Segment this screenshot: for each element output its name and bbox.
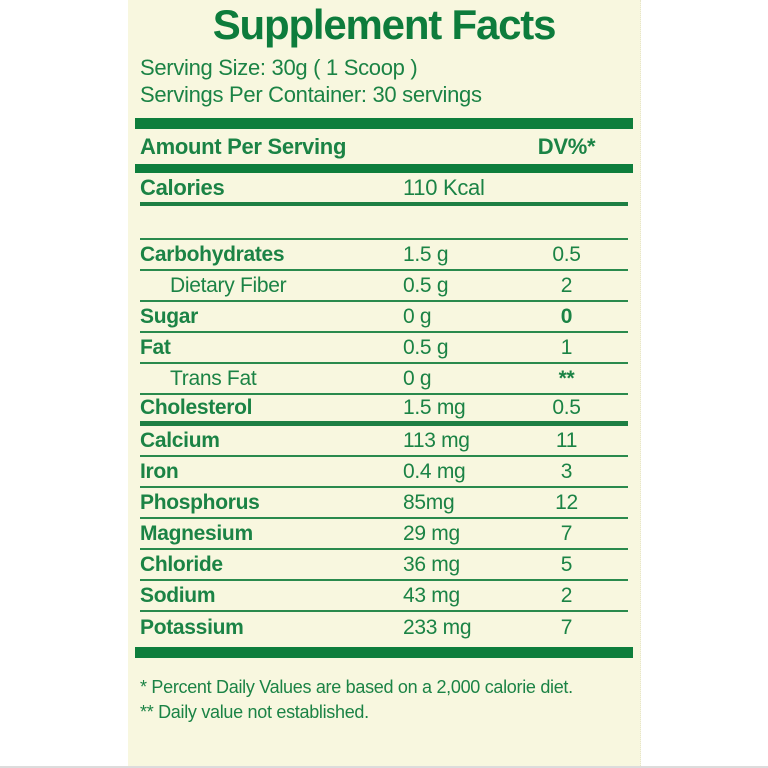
nutrient-amount: 43 mg <box>403 583 460 607</box>
serving-size: Serving Size: 30g ( 1 Scoop ) <box>140 55 418 81</box>
nutrient-row: Fat 0.5 g 1 <box>140 333 628 365</box>
label-title: Supplement Facts <box>212 1 557 48</box>
nutrient-dv: 0 <box>560 304 573 328</box>
nutrient-row: Iron 0.4 mg 3 <box>140 457 628 489</box>
nutrient-row: Cholesterol 1.5 mg 0.5 <box>140 395 628 427</box>
nutrient-name: Sugar <box>140 304 199 328</box>
nutrient-dv: 2 <box>560 273 573 297</box>
thick-divider-bottom <box>135 647 633 659</box>
nutrient-name: Cholesterol <box>140 396 253 420</box>
supplement-facts-label: Supplement Facts Serving Size: 30g ( 1 S… <box>128 0 641 768</box>
nutrient-dv: 0.5 <box>552 242 581 266</box>
nutrient-dv: 0.5 <box>552 396 581 420</box>
nutrient-row: Dietary Fiber 0.5 g 2 <box>140 271 628 303</box>
nutrient-name: Chloride <box>140 552 223 576</box>
nutrient-dv: 12 <box>555 490 578 514</box>
nutrient-amount: 0 g <box>403 366 432 390</box>
nutrient-name: Phosphorus <box>140 490 260 514</box>
thick-divider-middle <box>135 164 633 174</box>
nutrient-name: Potassium <box>140 615 244 639</box>
footnote-not-established: ** Daily value not established. <box>140 702 369 723</box>
nutrient-row: Carbohydrates 1.5 g 0.5 <box>140 240 628 272</box>
nutrient-amount: 0 g <box>403 304 432 328</box>
nutrient-dv: 7 <box>560 521 573 545</box>
calories-row: Calories 110 Kcal <box>140 173 628 207</box>
nutrient-amount: 85mg <box>403 490 455 514</box>
calories-amount: 110 Kcal <box>403 174 485 200</box>
nutrient-row: Magnesium 29 mg 7 <box>140 519 628 551</box>
thick-divider-top <box>135 118 633 130</box>
nutrient-dv: 2 <box>560 583 573 607</box>
calories-label: Calories <box>140 174 225 200</box>
nutrient-name: Dietary Fiber <box>170 273 287 297</box>
nutrient-row: Potassium 233 mg 7 <box>140 612 628 643</box>
nutrient-amount: 0.5 g <box>403 273 449 297</box>
page-bottom-edge <box>0 766 768 768</box>
nutrient-dv: 5 <box>560 552 573 576</box>
nutrient-amount: 1.5 mg <box>403 396 466 420</box>
nutrient-name: Magnesium <box>140 521 253 545</box>
nutrient-rows: Carbohydrates 1.5 g 0.5 Dietary Fiber 0.5 g 2… <box>140 238 628 643</box>
nutrient-row: Sodium 43 mg 2 <box>140 581 628 613</box>
nutrient-row: Phosphorus 85mg 12 <box>140 488 628 520</box>
nutrient-dv: 1 <box>560 335 573 359</box>
nutrient-dv: 3 <box>560 459 573 483</box>
nutrient-dv: 11 <box>555 428 578 452</box>
nutrient-name: Iron <box>140 459 179 483</box>
nutrient-name: Carbohydrates <box>140 242 285 266</box>
nutrient-row: Trans Fat 0 g ** <box>140 364 628 396</box>
nutrient-dv: ** <box>558 366 575 390</box>
nutrient-name: Fat <box>140 335 171 359</box>
nutrient-row: Calcium 113 mg 11 <box>140 426 628 458</box>
dv-header: DV%* <box>537 133 596 159</box>
nutrient-amount: 1.5 g <box>403 242 449 266</box>
column-header-row: Amount Per Serving DV%* <box>140 129 628 164</box>
nutrient-amount: 36 mg <box>403 552 460 576</box>
servings-per-container: Servings Per Container: 30 servings <box>140 81 482 107</box>
nutrient-name: Sodium <box>140 583 216 607</box>
nutrient-amount: 0.4 mg <box>403 459 466 483</box>
amount-per-serving-header: Amount Per Serving <box>140 133 347 159</box>
nutrient-amount: 29 mg <box>403 521 460 545</box>
nutrient-amount: 233 mg <box>403 615 472 639</box>
nutrient-dv: 7 <box>560 615 573 639</box>
nutrient-amount: 113 mg <box>403 428 470 452</box>
nutrient-name: Trans Fat <box>170 366 257 390</box>
serving-info: Serving Size: 30g ( 1 Scoop ) Servings P… <box>140 55 628 108</box>
footnote-daily-values: * Percent Daily Values are based on a 2,… <box>140 677 573 698</box>
footnotes: * Percent Daily Values are based on a 2,… <box>140 675 628 725</box>
nutrient-amount: 0.5 g <box>403 335 449 359</box>
nutrient-row: Sugar 0 g 0 <box>140 302 628 334</box>
nutrient-row: Chloride 36 mg 5 <box>140 550 628 582</box>
nutrient-name: Calcium <box>140 428 220 452</box>
